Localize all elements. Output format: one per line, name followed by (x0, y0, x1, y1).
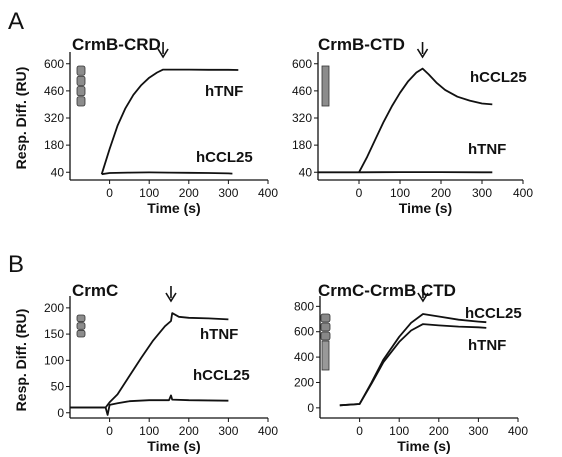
y-tick-label: 320 (44, 111, 64, 125)
series-label-htnf: hTNF (205, 83, 243, 100)
construct-segment (320, 331, 331, 341)
y-axis-label: Resp. Diff. (RU) (13, 67, 29, 170)
y-tick-label: 460 (44, 84, 64, 98)
injection-end-arrowhead (157, 48, 169, 59)
construct-segment (321, 65, 330, 107)
injection-end-arrowhead (417, 292, 429, 303)
y-tick-label: 180 (44, 138, 64, 152)
series-label-htnf: hTNF (200, 326, 238, 343)
series-label-htnf: hTNF (468, 141, 506, 158)
x-tick-label: 300 (218, 186, 238, 200)
series-line-hccl25 (70, 394, 229, 416)
series-label-hccl25: hCCL25 (470, 69, 527, 86)
y-tick-label: 800 (294, 299, 314, 313)
chart-crmc-crmb-ctd: CrmC-CrmB CTD 0 100 200 300 400 0 200 400 600 800 T… (294, 281, 528, 454)
chart-crmb-crd: CrmB-CRD 0 100 200 300 400 40 180 320 460 600 Time … (13, 35, 278, 216)
construct-segment (76, 329, 86, 338)
series-label-htnf: hTNF (468, 337, 506, 354)
y-tick-label: 0 (307, 401, 314, 415)
y-tick-label: 0 (57, 406, 64, 420)
construct-segment (76, 86, 86, 97)
x-tick-label: 300 (218, 424, 238, 438)
x-tick-label: 0 (106, 186, 113, 200)
y-tick-label: 200 (44, 301, 64, 315)
construct-segment (76, 75, 86, 86)
x-axis-label: Time (s) (399, 200, 452, 216)
y-tick-label: 600 (294, 325, 314, 339)
series-label-hccl25: hCCL25 (193, 367, 250, 384)
construct-segment (321, 340, 330, 371)
injection-end-arrowhead (416, 48, 429, 59)
y-tick-label: 50 (51, 380, 65, 394)
x-tick-label: 100 (389, 424, 409, 438)
x-axis-label: Time (s) (147, 200, 200, 216)
chart-crmb-ctd: CrmB-CTD 0 100 200 300 400 40 180 320 460 600 Time … (292, 35, 533, 216)
construct-segment (320, 322, 331, 332)
x-tick-label: 100 (390, 186, 410, 200)
y-tick-label: 180 (292, 138, 312, 152)
x-axis-label: Time (s) (147, 438, 200, 454)
y-tick-label: 600 (44, 57, 64, 71)
x-tick-label: 0 (356, 424, 363, 438)
y-tick-label: 320 (292, 111, 312, 125)
construct-segment (76, 322, 86, 330)
y-tick-label: 200 (294, 375, 314, 389)
x-tick-label: 100 (139, 424, 159, 438)
injection-end-arrowhead (165, 292, 177, 303)
x-tick-label: 300 (468, 424, 488, 438)
x-tick-label: 400 (258, 186, 278, 200)
series-line-hccl25 (101, 171, 233, 176)
chart-title: CrmB-CRD (72, 35, 161, 54)
series-line-hccl25 (358, 67, 493, 173)
construct-segment (76, 65, 86, 76)
series-line-htnf (70, 312, 229, 409)
panel-letter-b: B (8, 251, 24, 278)
chart-title: CrmC-CrmB CTD (318, 281, 456, 300)
x-tick-label: 300 (472, 186, 492, 200)
series-line-htnf (100, 68, 239, 175)
y-tick-label: 150 (44, 327, 64, 341)
construct-segment (320, 313, 331, 323)
panel-letter-a: A (8, 8, 24, 35)
y-tick-label: 600 (292, 57, 312, 71)
x-axis-label: Time (s) (397, 438, 450, 454)
y-tick-label: 460 (292, 84, 312, 98)
construct-segment (76, 96, 86, 107)
x-tick-label: 400 (513, 186, 533, 200)
y-axis-label: Resp. Diff. (RU) (13, 309, 29, 412)
y-tick-label: 40 (299, 165, 313, 179)
x-tick-label: 400 (508, 424, 528, 438)
chart-title: CrmC (72, 281, 118, 300)
construct-segment (76, 314, 86, 323)
x-tick-label: 200 (179, 424, 199, 438)
x-tick-label: 200 (429, 424, 449, 438)
chart-title: CrmB-CTD (318, 35, 405, 54)
y-tick-label: 40 (51, 165, 65, 179)
x-tick-label: 0 (106, 424, 113, 438)
x-tick-label: 0 (356, 186, 363, 200)
x-tick-label: 200 (179, 186, 199, 200)
x-tick-label: 200 (431, 186, 451, 200)
x-tick-label: 100 (139, 186, 159, 200)
series-label-hccl25: hCCL25 (465, 305, 522, 322)
y-tick-label: 400 (294, 350, 314, 364)
series-label-hccl25: hCCL25 (196, 149, 253, 166)
series-line-htnf (339, 323, 487, 407)
y-tick-label: 100 (44, 353, 64, 367)
x-tick-label: 400 (258, 424, 278, 438)
